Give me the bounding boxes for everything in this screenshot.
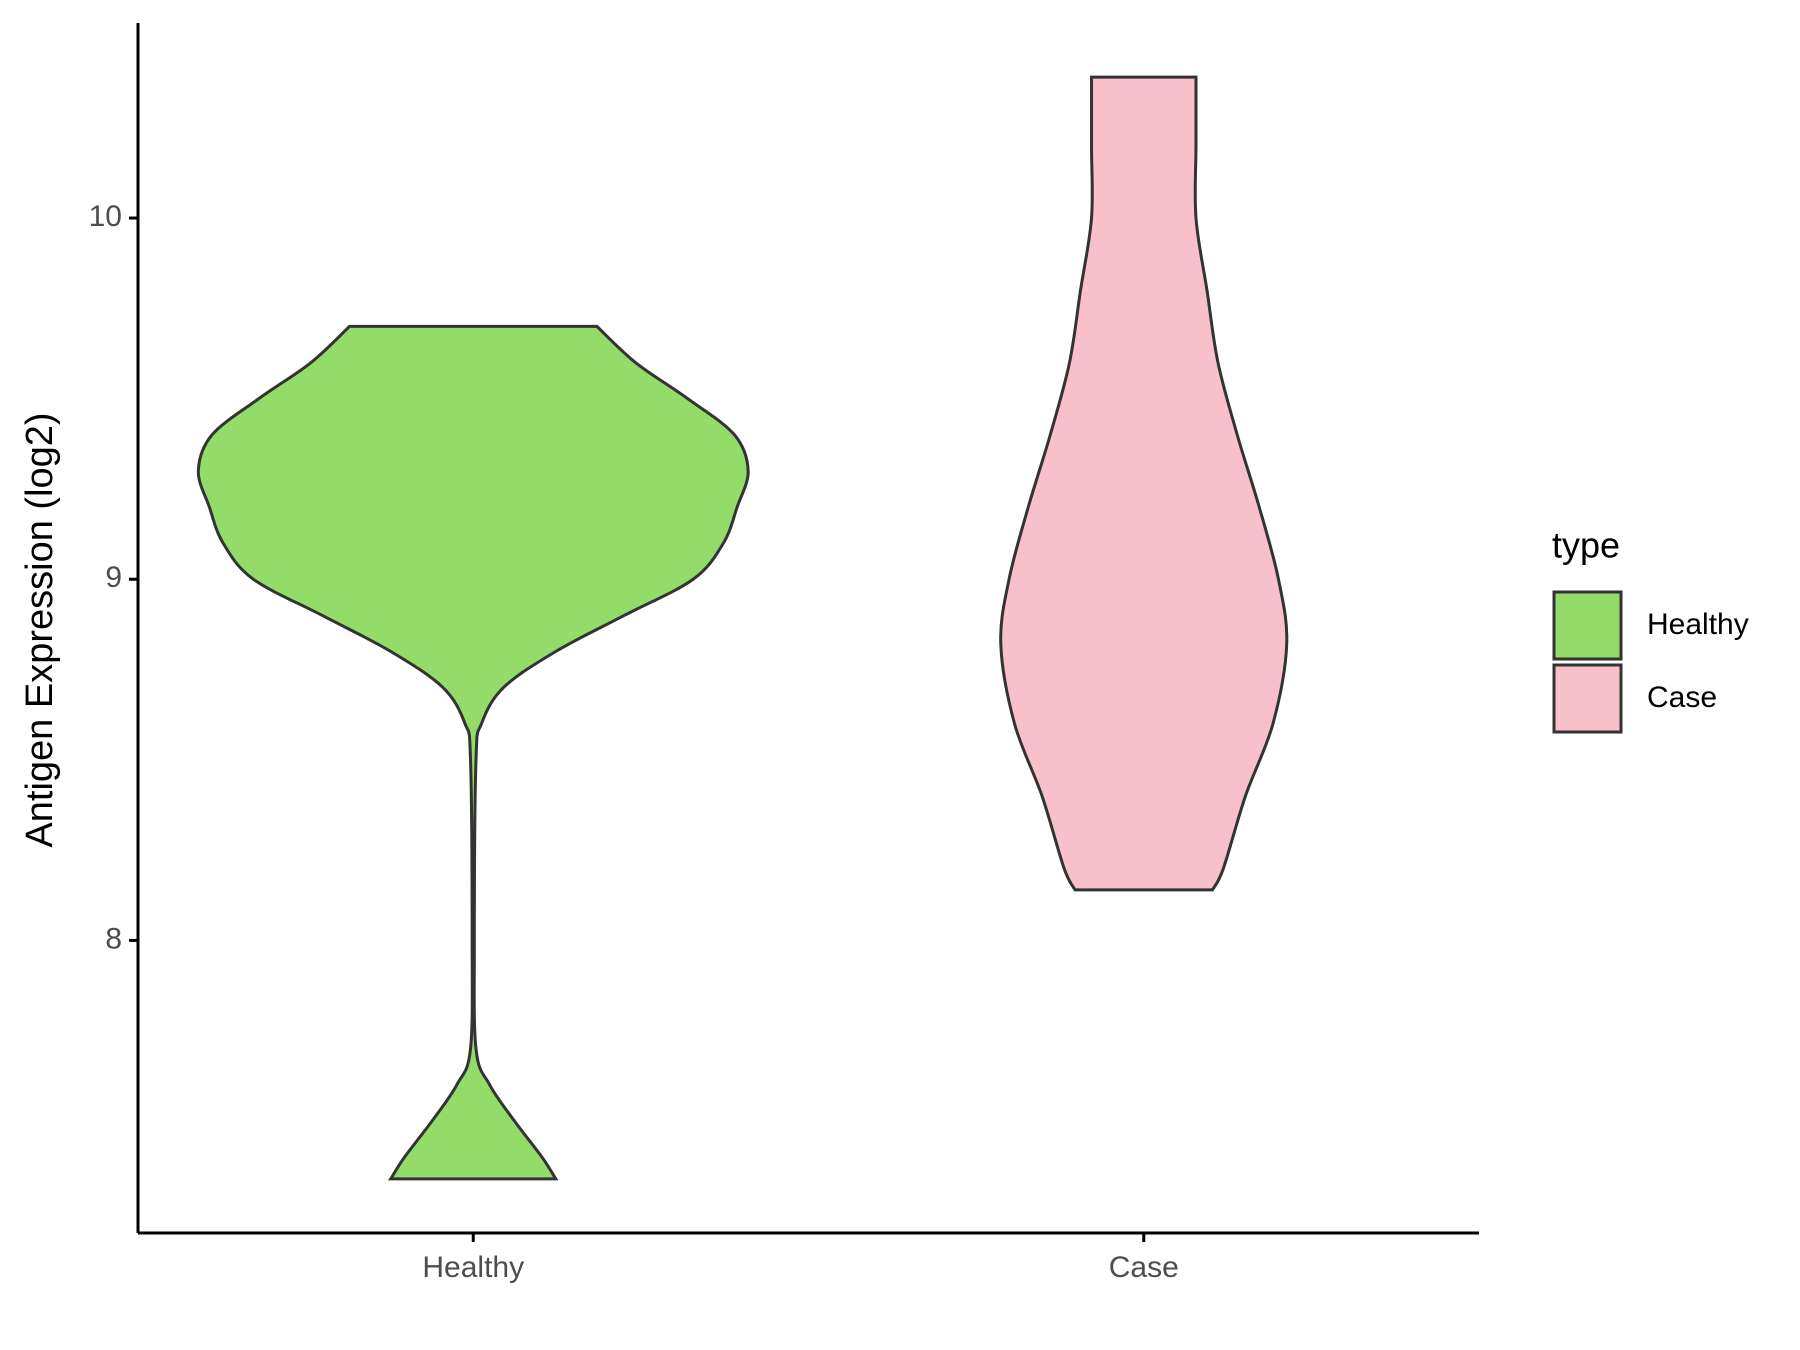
legend-key xyxy=(1552,663,1623,734)
y-axis-title: Antigen Expression (log2) xyxy=(19,412,61,847)
y-tick-label: 8 xyxy=(105,922,122,955)
x-tick-label: Healthy xyxy=(422,1251,524,1284)
legend-label: Case xyxy=(1647,681,1717,714)
y-tick-label: 9 xyxy=(105,561,122,594)
legend-key xyxy=(1552,590,1623,661)
violin xyxy=(999,75,1289,892)
legend-label: Healthy xyxy=(1647,608,1749,641)
violin xyxy=(196,324,750,1181)
y-tick-label: 10 xyxy=(89,200,122,233)
legend-title: type xyxy=(1552,525,1620,566)
x-tick-label: Case xyxy=(1109,1251,1179,1284)
